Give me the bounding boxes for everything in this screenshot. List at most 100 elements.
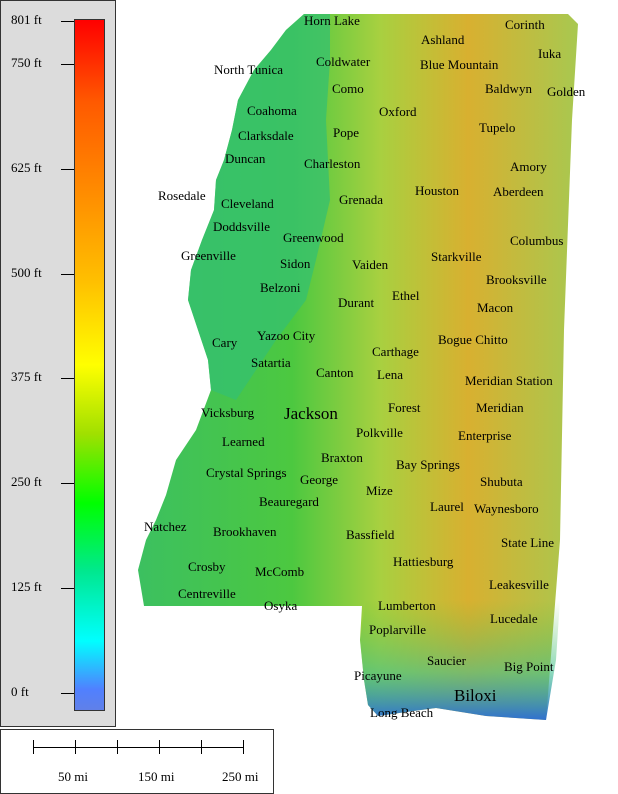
scale-tick: [117, 740, 118, 754]
city-label: Mize: [366, 483, 393, 498]
elevation-legend: 801 ft 750 ft 625 ft 500 ft 375 ft 250 ft 125 …: [0, 0, 116, 727]
mississippi-elevation-map: Horn Lake Corinth Ashland Iuka North Tunica C…: [116, 0, 618, 727]
city-label: Learned: [222, 434, 265, 449]
scale-tick: [33, 740, 34, 754]
city-label: North Tunica: [214, 62, 283, 77]
city-label: Long Beach: [370, 705, 434, 720]
city-label: Corinth: [505, 17, 545, 32]
city-label: Cary: [212, 335, 238, 350]
legend-tick-label: 0 ft: [11, 684, 29, 699]
city-label: Braxton: [321, 450, 363, 465]
city-label: Poplarville: [369, 622, 427, 637]
city-label: Tupelo: [479, 120, 516, 135]
city-label: Iuka: [538, 46, 562, 61]
city-label: Bogue Chitto: [438, 332, 508, 347]
legend-tick-mark: [61, 378, 74, 380]
legend-tick-mark: [61, 168, 74, 170]
city-label: Charleston: [304, 156, 361, 171]
city-label: Clarksdale: [238, 128, 294, 143]
city-label: Vicksburg: [201, 405, 255, 420]
city-label: Shubuta: [480, 474, 523, 489]
legend-tick-label: 750 ft: [11, 54, 42, 70]
city-label: State Line: [501, 535, 555, 550]
legend-tick-mark: [61, 273, 74, 275]
city-label: Waynesboro: [474, 501, 539, 516]
scale-label-50: 50 mi: [58, 769, 88, 784]
legend-tick-label: 625 ft: [11, 159, 42, 175]
scale-tick: [201, 740, 202, 754]
city-label: Osyka: [264, 598, 298, 613]
city-label: Bay Springs: [396, 457, 460, 472]
legend-tick-label: 125 ft: [11, 579, 42, 595]
city-label: Sidon: [280, 256, 311, 271]
city-label: Leakesville: [489, 577, 549, 592]
city-label: Durant: [338, 295, 375, 310]
city-label: Vaiden: [352, 257, 389, 272]
scale-tick: [243, 740, 244, 754]
city-label: Jackson: [284, 404, 338, 423]
city-label: Greenwood: [283, 230, 344, 245]
city-label: Ashland: [421, 32, 465, 47]
city-label: Brookhaven: [213, 524, 277, 539]
scale-tick: [159, 740, 160, 754]
legend-tick-label: 250 ft: [11, 474, 42, 490]
city-label: Crosby: [188, 559, 226, 574]
legend-tick-mark: [61, 693, 74, 694]
city-label: Enterprise: [458, 428, 512, 443]
elevation-colorbar: [74, 19, 105, 711]
city-label: Cleveland: [221, 196, 274, 211]
city-label: Canton: [316, 365, 354, 380]
city-label: Greenville: [181, 248, 236, 263]
city-label: Macon: [477, 300, 514, 315]
city-label: Aberdeen: [493, 184, 544, 199]
legend-tick-label: 375 ft: [11, 369, 42, 385]
city-label: Laurel: [430, 499, 464, 514]
city-label: Rosedale: [158, 188, 206, 203]
city-label: Polkville: [356, 425, 403, 440]
city-label: Natchez: [144, 519, 187, 534]
city-label: Golden: [547, 84, 586, 99]
city-label: Pope: [333, 125, 359, 140]
scale-label-150: 150 mi: [138, 769, 175, 784]
delta-lowland: [188, 14, 330, 400]
city-label: Lena: [377, 367, 403, 382]
city-label: Biloxi: [454, 686, 497, 705]
scale-tick: [75, 740, 76, 754]
city-label: Forest: [388, 400, 421, 415]
city-label: Ethel: [392, 288, 420, 303]
city-label: Saucier: [427, 653, 466, 668]
city-label: Blue Mountain: [420, 57, 499, 72]
legend-tick-label: 500 ft: [11, 264, 42, 280]
city-label: Carthage: [372, 344, 419, 359]
legend-tick-mark: [61, 483, 74, 485]
city-label: Baldwyn: [485, 81, 532, 96]
city-label: Hattiesburg: [393, 554, 454, 569]
city-label: Meridian Station: [465, 373, 553, 388]
city-label: Amory: [510, 159, 547, 174]
city-label: Horn Lake: [304, 13, 360, 28]
city-label: Duncan: [225, 151, 266, 166]
scale-bar-box: 50 mi 150 mi 250 mi: [0, 729, 274, 794]
city-label: Beauregard: [259, 494, 319, 509]
legend-tick-mark: [61, 21, 74, 22]
scale-bar-line: [33, 747, 243, 748]
city-label: McComb: [255, 564, 305, 579]
legend-tick-mark: [61, 588, 74, 590]
city-label: Brooksville: [486, 272, 547, 287]
terrain-map: [138, 14, 578, 720]
coastal-plain: [360, 600, 560, 720]
city-label: Coahoma: [247, 103, 297, 118]
city-label: Como: [332, 81, 364, 96]
city-label: Oxford: [379, 104, 417, 119]
city-label: Lumberton: [378, 598, 436, 613]
city-label: George: [300, 472, 339, 487]
city-label: Starkville: [431, 249, 482, 264]
city-label: Belzoni: [260, 280, 301, 295]
city-label: Crystal Springs: [206, 465, 287, 480]
legend-tick-label: 801 ft: [11, 12, 42, 27]
city-label: Grenada: [339, 192, 384, 207]
city-label: Houston: [415, 183, 460, 198]
scale-label-250: 250 mi: [222, 769, 259, 784]
city-label: Centreville: [178, 586, 236, 601]
city-label: Picayune: [354, 668, 402, 683]
